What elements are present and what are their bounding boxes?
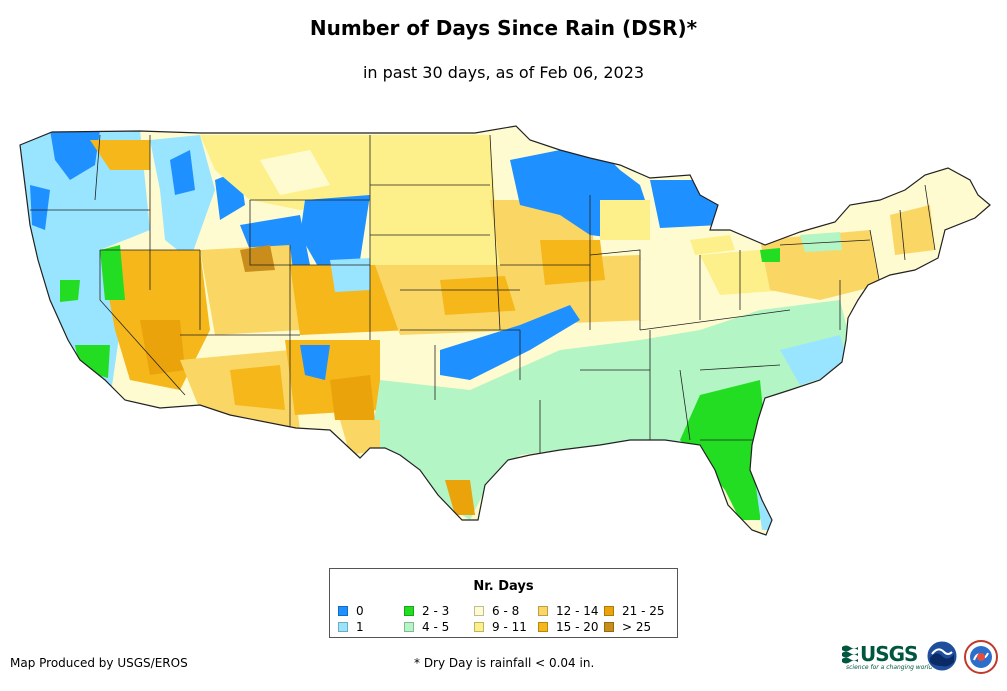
legend-swatch	[338, 606, 348, 616]
legend-swatch	[538, 622, 548, 632]
legend-item-2: 2 - 3	[404, 604, 449, 618]
legend-item-9: > 25	[604, 620, 651, 634]
legend-title: Nr. Days	[473, 579, 534, 594]
noaa-icon	[926, 640, 958, 672]
legend-label: 0	[356, 604, 364, 618]
legend-label: 6 - 8	[492, 604, 520, 618]
legend-item-5: 9 - 11	[474, 620, 527, 634]
legend-swatch	[404, 622, 414, 632]
legend-swatch	[474, 606, 484, 616]
legend-swatch	[338, 622, 348, 632]
legend-label: 12 - 14	[556, 604, 599, 618]
legend-swatch	[604, 622, 614, 632]
legend-swatch	[404, 606, 414, 616]
legend-label: 21 - 25	[622, 604, 665, 618]
legend-item-3: 4 - 5	[404, 620, 449, 634]
dry-day-footnote: * Dry Day is rainfall < 0.04 in.	[414, 656, 595, 670]
legend-swatch	[538, 606, 548, 616]
legend-item-0: 0	[338, 604, 364, 618]
legend-label: 15 - 20	[556, 620, 599, 634]
map-legend: Nr. Days 0 1 2 - 3 4 - 5 6 - 8 9 - 11 12…	[329, 568, 678, 638]
usgs-logo: USGS	[842, 642, 918, 666]
usgs-waves-icon	[842, 645, 858, 664]
nws-icon	[964, 640, 998, 674]
usgs-tagline: science for a changing world	[846, 664, 933, 671]
legend-swatch	[474, 622, 484, 632]
legend-item-6: 12 - 14	[538, 604, 599, 618]
legend-item-4: 6 - 8	[474, 604, 519, 618]
legend-label: 2 - 3	[422, 604, 450, 618]
legend-label: > 25	[622, 620, 652, 634]
legend-item-8: 21 - 25	[604, 604, 665, 618]
agency-logos: USGS science for a changing world	[842, 638, 1002, 678]
legend-label: 1	[356, 620, 364, 634]
legend-item-1: 1	[338, 620, 364, 634]
map-subtitle: in past 30 days, as of Feb 06, 2023	[362, 63, 645, 82]
map-credit: Map Produced by USGS/EROS	[10, 656, 188, 670]
map-title: Number of Days Since Rain (DSR)*	[309, 16, 698, 40]
legend-swatch	[604, 606, 614, 616]
legend-label: 9 - 11	[492, 620, 527, 634]
legend-label: 4 - 5	[422, 620, 450, 634]
legend-item-7: 15 - 20	[538, 620, 599, 634]
usgs-wordmark: USGS	[860, 642, 918, 666]
